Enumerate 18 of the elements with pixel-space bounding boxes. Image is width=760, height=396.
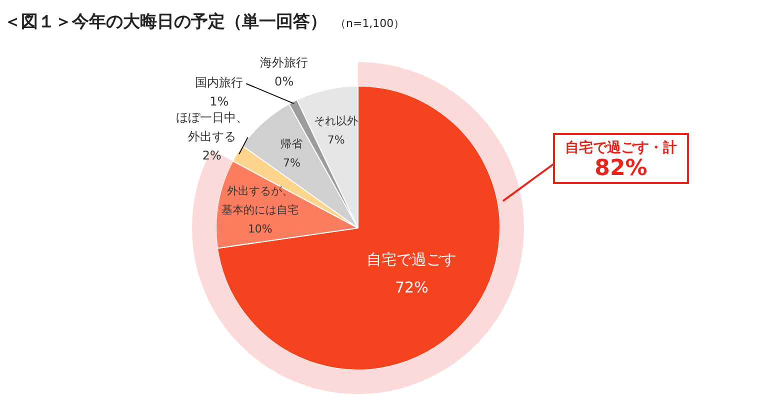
text: 0% [274, 74, 294, 88]
data-label: 2% [202, 148, 222, 162]
slice-label: 自宅で過ごす [366, 250, 457, 268]
slice-label: 外出するが、基本的には自宅 [222, 184, 299, 217]
slice-label: 帰省 [280, 137, 303, 150]
data-label: 7% [282, 156, 300, 170]
category-label: 海外旅行 [260, 55, 308, 70]
data-label: 82% [594, 156, 648, 181]
data-label: 10% [248, 222, 272, 236]
slice-label: ほぼ一日中、外出する [176, 110, 248, 144]
chart-title: ＜図１＞今年の大晦日の予定（単一回答） [4, 12, 327, 32]
data-label: 1% [210, 94, 229, 109]
data-label: 7% [327, 133, 345, 146]
slice-label: 国内旅行 [195, 76, 244, 90]
data-label: 72% [394, 278, 428, 296]
slice-label: 自宅で過ごす・計 [564, 139, 678, 157]
chart-subtitle: （n=1,100） [335, 17, 405, 30]
slice-label: それ以外 [314, 114, 358, 128]
